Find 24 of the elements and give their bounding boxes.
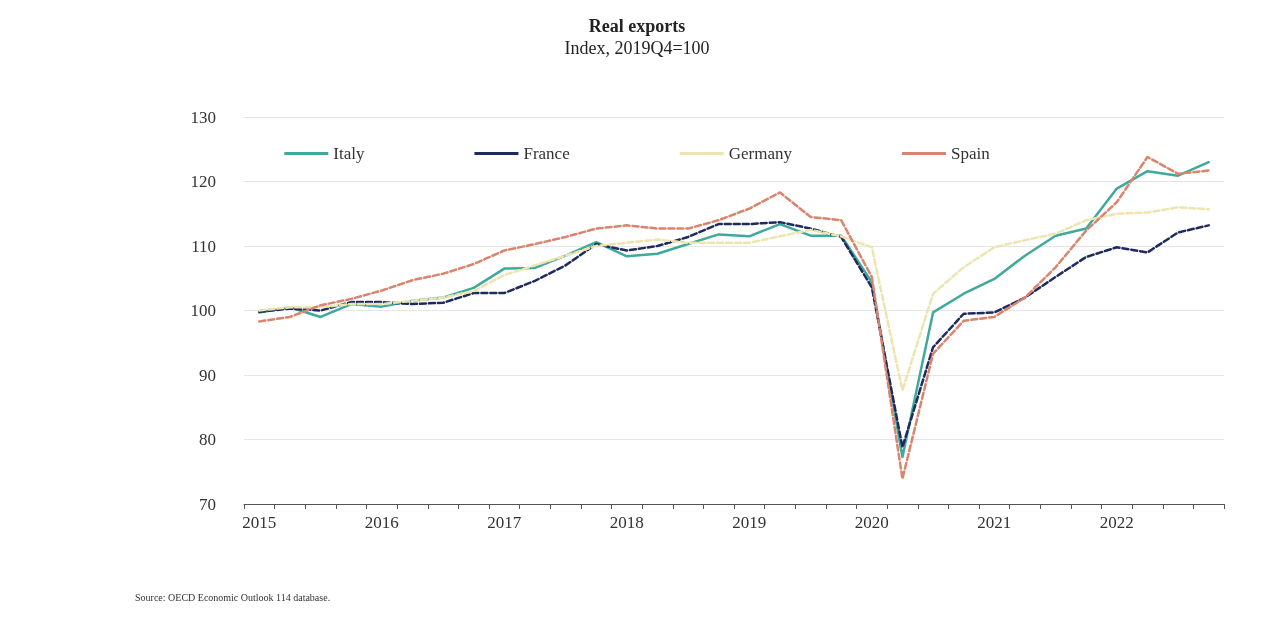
chart-title: Real exports — [588, 16, 686, 36]
source-note: Source: OECD Economic Outlook 114 database. — [135, 591, 331, 603]
y-tick-label: 130 — [190, 107, 216, 127]
x-tick-label: 2018 — [609, 513, 644, 532]
x-tick-label: 2021 — [977, 513, 1012, 532]
x-tick-label: 2017 — [487, 513, 522, 532]
line-series — [258, 220, 1210, 449]
line-series — [258, 206, 1210, 392]
x-tick-label: 2015 — [242, 513, 277, 532]
y-tick-label: 70 — [199, 494, 216, 514]
y-tick-label: 110 — [191, 236, 216, 256]
y-tick-label: 100 — [190, 301, 216, 320]
y-tick-label: 80 — [199, 430, 216, 449]
chart-subtitle: Index, 2019Q4=100 — [564, 38, 710, 58]
y-tick-label: 120 — [190, 172, 216, 191]
x-tick-label: 2022 — [1099, 513, 1134, 532]
legend-label: France — [523, 144, 570, 163]
legend-label: Spain — [950, 144, 991, 163]
x-tick-label: 2016 — [364, 513, 399, 532]
legend-label: Italy — [333, 144, 365, 163]
x-tick-label: 2019 — [732, 513, 767, 532]
legend-label: Germany — [728, 144, 793, 163]
y-tick-label: 90 — [199, 365, 216, 385]
x-tick-label: 2020 — [854, 513, 889, 532]
